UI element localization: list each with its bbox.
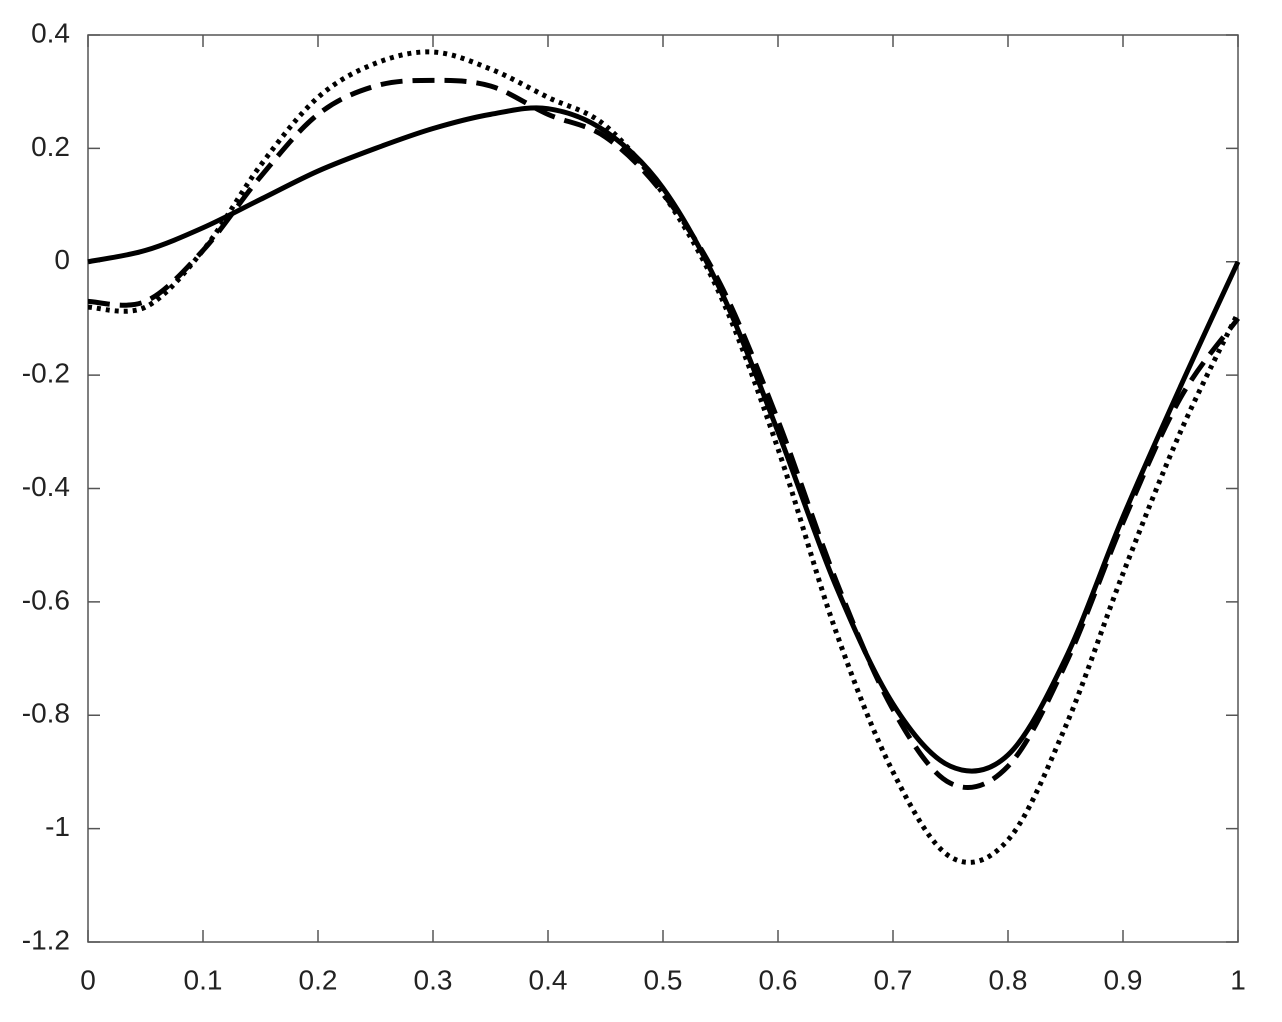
x-tick-label: 0.1: [184, 964, 223, 995]
y-tick-label: 0.2: [31, 131, 70, 162]
x-tick-label: 1: [1230, 964, 1246, 995]
y-tick-label: -0.8: [22, 698, 70, 729]
y-tick-label: -1.2: [22, 924, 70, 955]
y-tick-label: -0.4: [22, 471, 70, 502]
y-tick-label: -0.6: [22, 584, 70, 615]
x-tick-label: 0.7: [874, 964, 913, 995]
y-tick-label: 0.4: [31, 17, 70, 48]
x-tick-label: 0.3: [414, 964, 453, 995]
x-tick-label: 0.4: [529, 964, 568, 995]
x-tick-label: 0.9: [1104, 964, 1143, 995]
plot-frame: [87, 34, 1239, 943]
line-series: [87, 77, 1241, 790]
line-series: [87, 105, 1241, 774]
line-series: [87, 49, 1241, 865]
x-tick-label: 0.8: [989, 964, 1028, 995]
y-tick-label: -0.2: [22, 358, 70, 389]
x-tick-label: 0.6: [759, 964, 798, 995]
y-tick-label: -1: [45, 811, 70, 842]
x-tick-label: 0.2: [299, 964, 338, 995]
x-tick-label: 0.5: [644, 964, 683, 995]
x-tick-label: 0: [80, 964, 96, 995]
y-tick-label: 0: [54, 244, 70, 275]
